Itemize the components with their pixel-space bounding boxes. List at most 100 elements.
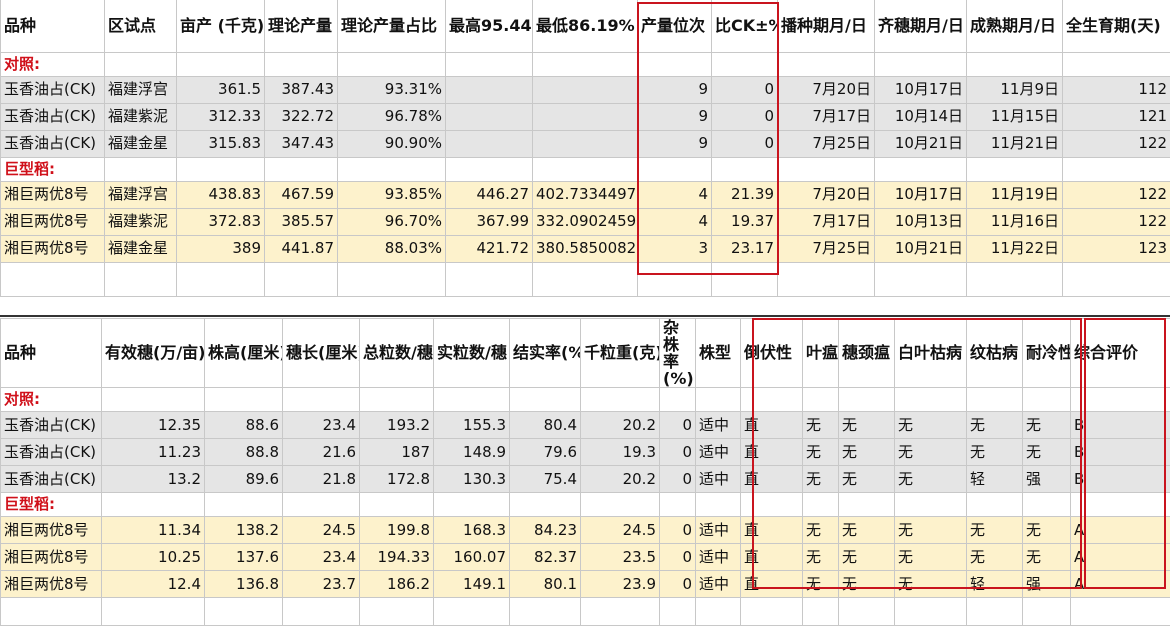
table-cell: 轻	[967, 466, 1023, 493]
empty-cell	[638, 262, 712, 296]
column-header: 实粒数/穗	[434, 319, 510, 388]
empty-cell	[638, 52, 712, 76]
empty-cell	[102, 493, 205, 517]
empty-cell	[895, 388, 967, 412]
table-cell: 玉香油占(CK)	[1, 439, 102, 466]
table-cell: 湘巨两优8号	[1, 544, 102, 571]
empty-cell	[1071, 598, 1170, 626]
empty-cell	[741, 388, 803, 412]
empty-cell	[338, 52, 446, 76]
table-cell: 无	[1023, 544, 1071, 571]
table-cell: 121	[1063, 103, 1170, 130]
column-header: 理论产量	[265, 0, 338, 52]
table-cell: 适中	[696, 439, 741, 466]
table-cell: 无	[839, 517, 895, 544]
section-row: 巨型稻:	[1, 493, 1170, 517]
table-cell: 无	[967, 517, 1023, 544]
table-cell	[533, 103, 638, 130]
table-cell: 21.6	[283, 439, 360, 466]
table-cell: 130.3	[434, 466, 510, 493]
table-cell: 无	[967, 544, 1023, 571]
table-cell: 93.31%	[338, 76, 446, 103]
table-cell: 21.39	[712, 181, 778, 208]
table-cell: 187	[360, 439, 434, 466]
table-cell: 适中	[696, 466, 741, 493]
empty-cell	[696, 598, 741, 626]
empty-cell	[875, 52, 967, 76]
table-cell: 96.78%	[338, 103, 446, 130]
column-header: 株高(厘米)	[205, 319, 283, 388]
table-cell: 89.6	[205, 466, 283, 493]
empty-cell	[967, 52, 1063, 76]
table-cell: 123	[1063, 235, 1170, 262]
empty-cell	[510, 493, 581, 517]
empty-cell	[839, 388, 895, 412]
empty-cell	[533, 157, 638, 181]
empty-cell	[265, 157, 338, 181]
table-cell: 21.8	[283, 466, 360, 493]
table-cell: 149.1	[434, 571, 510, 598]
column-header: 区试点	[105, 0, 177, 52]
table-cell: 无	[895, 412, 967, 439]
table-cell: 193.2	[360, 412, 434, 439]
table-cell: 无	[967, 412, 1023, 439]
table-cell: 湘巨两优8号	[1, 235, 105, 262]
table-cell: 直	[741, 517, 803, 544]
empty-cell	[283, 493, 360, 517]
table-cell: 122	[1063, 130, 1170, 157]
table-cell: 湘巨两优8号	[1, 571, 102, 598]
table-cell	[533, 76, 638, 103]
table-cell: 122	[1063, 181, 1170, 208]
table-cell: 23.4	[283, 412, 360, 439]
header-row: 品种有效穗(万/亩)株高(厘米)穗长(厘米)总粒数/穗实粒数/穗结实率(%)千粒…	[1, 319, 1170, 388]
empty-cell	[638, 157, 712, 181]
table-cell: 10月17日	[875, 181, 967, 208]
empty-cell	[338, 157, 446, 181]
table-cell: 无	[839, 412, 895, 439]
column-header: 杂株率(%)	[660, 319, 696, 388]
empty-cell	[660, 598, 696, 626]
spacer-row	[1, 598, 1170, 626]
table-cell: 10月17日	[875, 76, 967, 103]
table-cell: 380.5850082	[533, 235, 638, 262]
column-header: 最高95.44%	[446, 0, 533, 52]
empty-cell	[967, 388, 1023, 412]
column-header: 白叶枯病	[895, 319, 967, 388]
table-cell: 福建紫泥	[105, 103, 177, 130]
table-cell: 24.5	[581, 517, 660, 544]
table-cell: A	[1071, 571, 1170, 598]
table-cell: 无	[839, 439, 895, 466]
table-cell: 无	[895, 439, 967, 466]
table-cell: 19.3	[581, 439, 660, 466]
column-header: 综合评价	[1071, 319, 1170, 388]
table-cell: 0	[660, 439, 696, 466]
table-cell: 79.6	[510, 439, 581, 466]
empty-cell	[205, 598, 283, 626]
table-cell: 0	[660, 466, 696, 493]
table-cell: 347.43	[265, 130, 338, 157]
table-cell: 无	[895, 466, 967, 493]
empty-cell	[105, 157, 177, 181]
table-cell: 23.9	[581, 571, 660, 598]
table-cell: 玉香油占(CK)	[1, 466, 102, 493]
table-cell: 88.03%	[338, 235, 446, 262]
table-cell: 无	[803, 571, 839, 598]
table-cell: 20.2	[581, 466, 660, 493]
empty-cell	[1023, 598, 1071, 626]
table-cell: 0	[712, 76, 778, 103]
table-cell: 10月13日	[875, 208, 967, 235]
empty-cell	[660, 493, 696, 517]
empty-cell	[839, 493, 895, 517]
table-cell: 385.57	[265, 208, 338, 235]
table-cell: 0	[660, 571, 696, 598]
table-cell: 无	[1023, 517, 1071, 544]
table-cell: 直	[741, 466, 803, 493]
empty-cell	[696, 493, 741, 517]
table-cell: 138.2	[205, 517, 283, 544]
table-cell: B	[1071, 412, 1170, 439]
